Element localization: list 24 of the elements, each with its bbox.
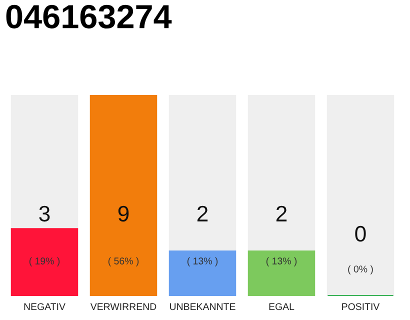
- data-label: 2: [276, 206, 287, 222]
- annotation: ( 13% ): [266, 257, 297, 266]
- annotation: ( 19% ): [29, 257, 60, 266]
- bar: [248, 250, 316, 296]
- bar: [326, 95, 394, 296]
- data-label: 0: [355, 226, 366, 242]
- x-tick-label: VERWIRREND: [90, 303, 156, 310]
- data-label: 3: [39, 206, 50, 222]
- bar: [168, 95, 236, 252]
- bar: [248, 95, 316, 252]
- x-tick-label: NEGATIV: [24, 303, 66, 310]
- x-tick-label: UNBEKANNTE: [170, 303, 236, 310]
- bar: [90, 95, 158, 296]
- x-tick-label: POSITIV: [342, 303, 380, 310]
- x-tick-label: EGAL: [269, 303, 294, 310]
- bar: [10, 95, 78, 230]
- annotation: ( 56% ): [108, 257, 139, 266]
- bar: [168, 250, 236, 296]
- annotation: ( 0% ): [348, 265, 373, 274]
- chart-title: 046163274: [6, 4, 172, 29]
- annotation: ( 13% ): [187, 257, 218, 266]
- data-label: 9: [118, 206, 129, 222]
- bar: [10, 228, 78, 296]
- data-label: 2: [197, 206, 208, 222]
